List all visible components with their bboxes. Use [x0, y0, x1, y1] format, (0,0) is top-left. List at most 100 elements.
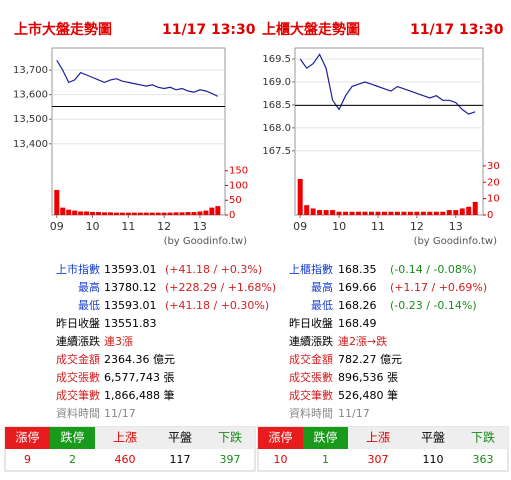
stat-label: 成交筆數: [289, 388, 333, 402]
y2-tick-label: 150: [229, 166, 248, 177]
x-tick-label: 12: [410, 220, 424, 233]
breadth-header: 上漲: [113, 431, 137, 445]
volume-bar: [96, 212, 102, 215]
breadth-header: 漲停: [268, 430, 292, 445]
breadth-header: 下跌: [471, 430, 495, 445]
volume-bar: [297, 178, 303, 215]
breadth-header-cell: [155, 427, 205, 449]
stat-value: 169.66: [338, 281, 377, 294]
breadth-header-cell: [205, 427, 255, 449]
volume-bar: [90, 212, 96, 215]
volume-bar: [131, 212, 137, 215]
y-tick-label: 169.5: [262, 54, 291, 65]
stat-value: 13593.01: [104, 299, 157, 312]
stat-label: 昨日收盤: [289, 316, 333, 330]
volume-bar: [343, 211, 349, 215]
y-tick-label: 13,400: [13, 139, 48, 150]
volume-bar: [66, 209, 72, 215]
volume-bar: [459, 208, 465, 215]
stat-value: 2364.36 億元: [104, 353, 175, 366]
stat-label: 資料時間: [56, 406, 100, 420]
volume-bar: [453, 210, 459, 215]
stat-value: 168.35: [338, 263, 377, 276]
volume-bar: [203, 210, 209, 215]
stat-label: 成交張數: [56, 370, 100, 384]
y-tick-label: 13,500: [13, 114, 48, 125]
volume-bar: [167, 212, 173, 215]
volume-bar: [304, 205, 310, 215]
chart-time: 11/17 13:30: [410, 22, 504, 38]
volume-bar: [323, 210, 329, 215]
x-tick-label: 11: [121, 220, 135, 233]
price-line: [56, 59, 219, 97]
volume-bar: [466, 206, 472, 215]
stat-label: 上市指數: [56, 262, 100, 276]
breadth-header-cell: [303, 427, 348, 449]
stat-value: 連3漲: [104, 334, 133, 348]
breadth-value: 363: [473, 453, 494, 466]
stat-label: 最高: [78, 280, 100, 294]
stat-label: 昨日收盤: [56, 316, 100, 330]
x-tick-label: 10: [86, 220, 100, 233]
stat-change: (+1.17 / +0.69%): [390, 281, 487, 294]
x-tick-label: 12: [157, 220, 171, 233]
volume-bar: [362, 211, 368, 215]
breadth-value: 307: [368, 453, 389, 466]
stat-value: 6,577,743 張: [104, 371, 174, 384]
volume-bar: [381, 211, 387, 215]
volume-bar: [197, 211, 203, 215]
stat-value: 896,536 張: [338, 371, 398, 384]
volume-bar: [317, 210, 323, 215]
breadth-header-cell: [258, 427, 303, 449]
stat-value: 1,866,488 筆: [104, 388, 174, 402]
x-tick-label: 10: [332, 220, 346, 233]
y-tick-label: 13,600: [13, 90, 48, 101]
volume-bar: [336, 211, 342, 215]
volume-bar: [72, 210, 78, 215]
stat-label: 資料時間: [289, 406, 333, 420]
y-tick-label: 13,700: [13, 65, 48, 76]
breadth-value: 2: [69, 453, 76, 466]
volume-bar: [179, 212, 185, 215]
breadth-header: 跌停: [313, 430, 337, 445]
volume-bar: [209, 207, 215, 215]
source-credit: (by Goodinfo.tw): [164, 236, 248, 247]
volume-bar: [137, 212, 143, 215]
volume-bar: [440, 211, 446, 215]
volume-bar: [149, 212, 155, 215]
stat-label: 連續漲跌: [56, 334, 100, 348]
x-tick-label: 11: [371, 220, 385, 233]
breadth-value: 397: [220, 453, 241, 466]
x-tick-label: 09: [50, 220, 64, 233]
y-tick-label: 167.5: [262, 146, 291, 157]
breadth-header: 漲停: [15, 430, 39, 445]
y2-tick-label: 10: [487, 194, 500, 205]
volume-bar: [185, 212, 191, 215]
plot-area: [51, 47, 226, 216]
volume-bar: [356, 211, 362, 215]
y2-tick-label: 20: [487, 177, 500, 188]
volume-bar: [191, 212, 197, 215]
y2-tick-label: 100: [229, 180, 248, 191]
volume-bar: [60, 207, 66, 215]
breadth-header-cell: [50, 427, 95, 449]
breadth-value: 110: [423, 453, 444, 466]
breadth-value: 460: [115, 453, 136, 466]
volume-bar: [394, 211, 400, 215]
y2-tick-label: 50: [229, 195, 242, 206]
volume-bar: [375, 211, 381, 215]
x-tick-label: 13: [193, 220, 207, 233]
x-tick-label: 13: [449, 220, 463, 233]
stat-value: 168.26: [338, 299, 377, 312]
y2-tick-label: 0: [487, 210, 493, 221]
y2-tick-label: 0: [229, 210, 235, 221]
plot-area: [294, 47, 484, 216]
volume-bar: [101, 212, 107, 215]
chart-title: 上櫃大盤走勢圖: [262, 21, 360, 38]
breadth-header-cell: [5, 427, 50, 449]
breadth-header: 平盤: [168, 431, 192, 445]
volume-bar: [414, 211, 420, 215]
stat-change: (+41.18 / +0.30%): [165, 299, 269, 312]
stat-label: 最低: [311, 299, 333, 312]
